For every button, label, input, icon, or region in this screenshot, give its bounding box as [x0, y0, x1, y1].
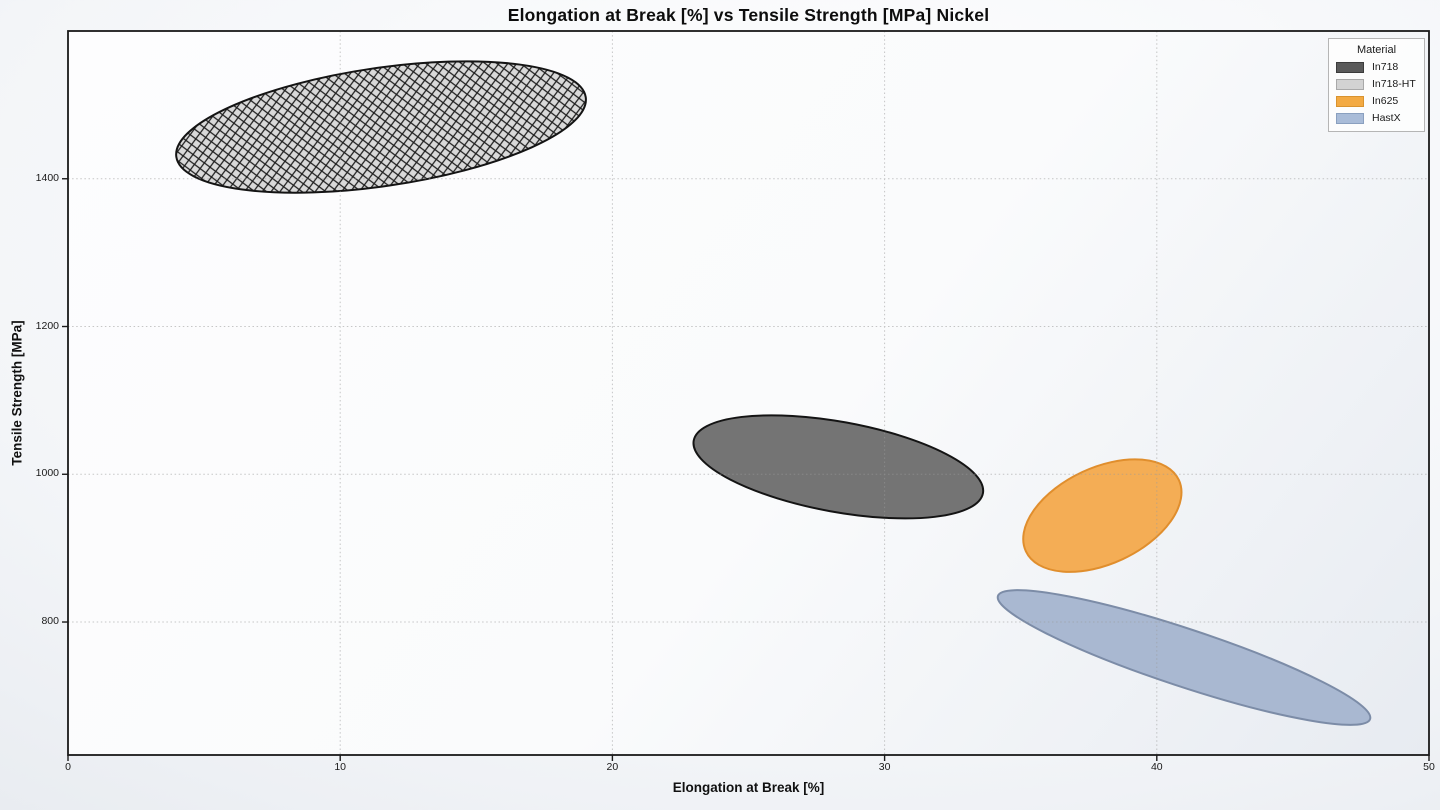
y-axis-label: Tensile Strength [MPa]: [9, 320, 25, 466]
x-tick-label: 50: [1423, 761, 1435, 773]
chart-title: Elongation at Break [%] vs Tensile Stren…: [507, 5, 990, 25]
x-tick-label: 30: [878, 761, 891, 773]
legend-swatch-in718: [1336, 61, 1364, 73]
legend-item-in718: In718: [1336, 61, 1417, 73]
legend-swatch-in718-ht: [1336, 78, 1364, 90]
y-tick-label: 1400: [35, 171, 59, 184]
x-tick-label: 40: [1150, 761, 1163, 773]
plot-area: [68, 31, 1429, 755]
legend-item-in718-ht: In718-HT: [1336, 78, 1417, 90]
legend-item-in625: In625: [1336, 95, 1417, 107]
legend: Material In718 In718-HT In625 HastX: [1328, 38, 1425, 132]
legend-title: Material: [1356, 44, 1397, 56]
legend-label: In718: [1372, 61, 1399, 73]
y-tick-label: 1000: [35, 467, 59, 480]
y-tick-label: 1200: [35, 319, 59, 332]
legend-swatch-in625: [1336, 95, 1364, 107]
legend-item-hastx: HastX: [1336, 112, 1417, 124]
y-tick-label: 800: [41, 615, 59, 628]
x-axis-label: Elongation at Break [%]: [672, 780, 825, 795]
legend-items: In718 In718-HT In625 HastX: [1336, 61, 1417, 124]
x-tick-label: 10: [334, 761, 347, 773]
legend-label: In718-HT: [1372, 78, 1416, 90]
x-tick-label: 20: [606, 761, 619, 773]
legend-label: HastX: [1372, 112, 1401, 124]
x-tick-label: 0: [65, 761, 71, 773]
legend-swatch-hastx: [1336, 112, 1364, 124]
legend-label: In625: [1372, 95, 1399, 107]
